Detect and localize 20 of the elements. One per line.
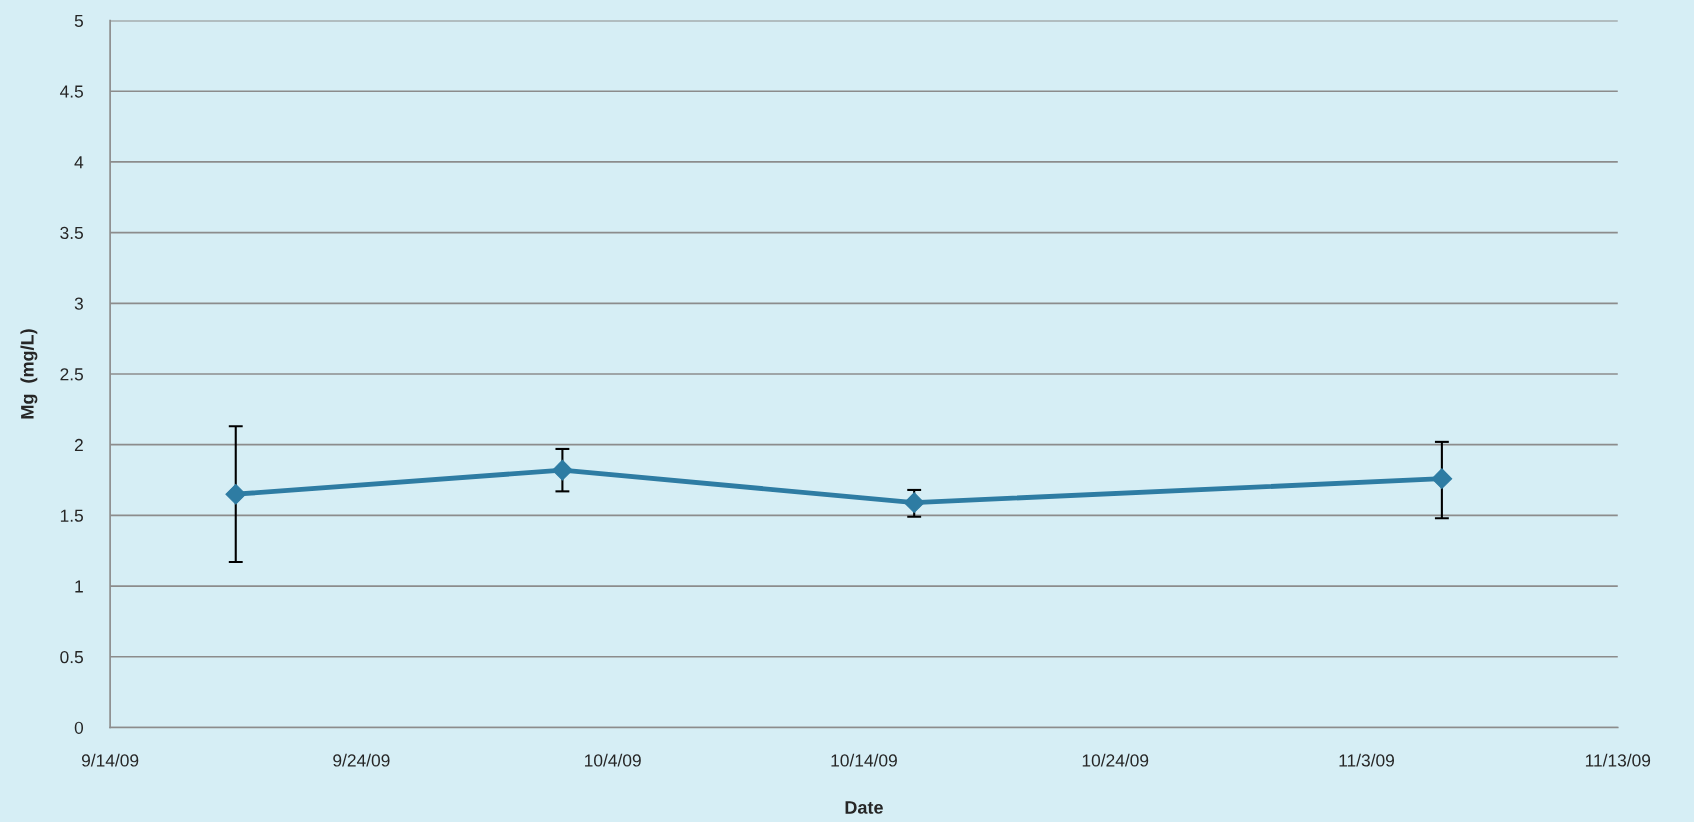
- x-tick-label: 10/24/09: [1082, 753, 1149, 767]
- y-tick-label: 1: [75, 580, 83, 593]
- y-tick-label: 0: [74, 721, 84, 734]
- x-tick-label: 11/3/09: [1339, 753, 1394, 767]
- y-tick-label: 1.5: [60, 509, 83, 522]
- y-tick-label: 2.5: [60, 368, 83, 381]
- y-tick-label: 3: [74, 297, 83, 310]
- x-tick-label: 11/13/09: [1585, 753, 1651, 767]
- x-axis-title: Date: [845, 801, 883, 814]
- y-tick-label: 5: [74, 14, 83, 28]
- y-tick-label: 2: [74, 438, 83, 451]
- x-tick-label: 9/14/09: [81, 753, 139, 767]
- x-tick-label: 9/24/09: [333, 753, 390, 767]
- y-axis-title: Mg (mg/L): [20, 329, 38, 419]
- x-tick-label: 10/4/09: [585, 753, 641, 767]
- x-tick-label: 10/14/09: [831, 753, 897, 767]
- y-tick-label: 4.5: [59, 85, 83, 98]
- y-tick-label: 4: [74, 156, 84, 169]
- y-tick-label: 3.5: [60, 226, 83, 240]
- y-tick-label: 0.5: [60, 650, 83, 664]
